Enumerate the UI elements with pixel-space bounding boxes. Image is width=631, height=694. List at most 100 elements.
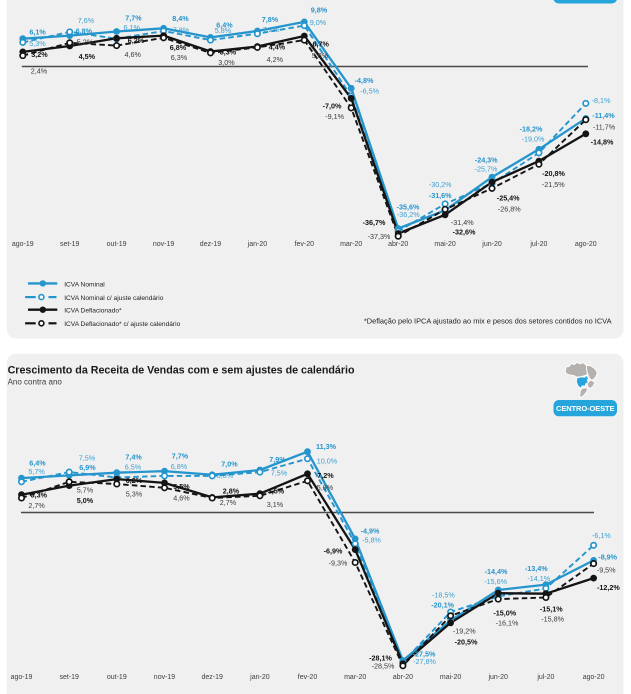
svg-text:4,6%: 4,6%: [125, 50, 142, 59]
svg-text:3,3%: 3,3%: [31, 491, 48, 500]
svg-text:-25,7%: -25,7%: [475, 165, 498, 174]
svg-text:-16,1%: -16,1%: [496, 619, 519, 628]
svg-text:-27,8%: -27,8%: [413, 657, 436, 666]
svg-text:mai-20: mai-20: [440, 674, 462, 681]
svg-text:Ano contra ano: Ano contra ano: [8, 377, 63, 386]
svg-text:dez-19: dez-19: [201, 674, 223, 681]
svg-text:out-19: out-19: [107, 241, 127, 248]
svg-text:-13,4%: -13,4%: [525, 564, 548, 573]
svg-text:-9,3%: -9,3%: [329, 559, 348, 568]
svg-text:7,7%: 7,7%: [125, 14, 142, 23]
svg-text:11,3%: 11,3%: [316, 442, 337, 451]
svg-text:5,8%: 5,8%: [312, 51, 329, 60]
svg-text:-19,0%: -19,0%: [522, 135, 545, 144]
svg-text:7,4%: 7,4%: [125, 453, 142, 462]
svg-text:5,7%: 5,7%: [77, 486, 94, 495]
svg-text:ago-19: ago-19: [11, 674, 33, 681]
svg-text:set-19: set-19: [60, 241, 80, 248]
svg-text:-20,8%: -20,8%: [542, 169, 565, 178]
svg-text:-15,0%: -15,0%: [493, 609, 516, 618]
svg-text:ICVA Deflacionado* c/ ajuste c: ICVA Deflacionado* c/ ajuste calendário: [64, 321, 180, 328]
svg-text:-20,5%: -20,5%: [455, 637, 478, 646]
svg-text:fev-20: fev-20: [298, 674, 318, 681]
svg-text:fev-20: fev-20: [295, 241, 315, 248]
svg-text:-35,6%: -35,6%: [397, 202, 420, 211]
svg-text:*Deflação pelo IPCA ajustado a: *Deflação pelo IPCA ajustado ao mix e pe…: [364, 317, 612, 326]
svg-text:5,5%: 5,5%: [173, 482, 190, 491]
svg-text:-37,3%: -37,3%: [368, 232, 391, 241]
svg-text:Crescimento da Receita de Vend: Crescimento da Receita de Vendas com e s…: [8, 365, 355, 377]
svg-text:ago-20: ago-20: [583, 674, 605, 681]
svg-text:-31,4%: -31,4%: [451, 218, 474, 227]
svg-text:-15,1%: -15,1%: [540, 605, 563, 614]
svg-text:9,8%: 9,8%: [311, 6, 328, 15]
svg-text:dez-19: dez-19: [200, 241, 222, 248]
svg-text:ICVA Nominal: ICVA Nominal: [64, 281, 105, 288]
svg-text:2,4%: 2,4%: [31, 66, 48, 75]
svg-text:7,5%: 7,5%: [79, 453, 96, 462]
svg-text:mar-20: mar-20: [340, 241, 362, 248]
svg-text:6,8%: 6,8%: [76, 26, 93, 35]
svg-text:3,5%: 3,5%: [268, 487, 285, 496]
svg-text:6,4%: 6,4%: [29, 459, 46, 468]
svg-text:-28,5%: -28,5%: [372, 661, 395, 670]
svg-text:3,0%: 3,0%: [218, 58, 235, 67]
svg-text:mai-20: mai-20: [434, 241, 456, 248]
svg-text:-14,1%: -14,1%: [527, 574, 550, 583]
svg-text:9,0%: 9,0%: [310, 18, 327, 27]
svg-text:-14,4%: -14,4%: [485, 567, 508, 576]
svg-text:-30,2%: -30,2%: [429, 180, 452, 189]
svg-text:jul-20: jul-20: [529, 241, 547, 248]
svg-text:2,7%: 2,7%: [28, 501, 45, 510]
svg-text:-18,2%: -18,2%: [520, 124, 543, 133]
svg-text:-6,5%: -6,5%: [360, 87, 379, 96]
svg-text:abr-20: abr-20: [393, 674, 413, 681]
svg-text:6,9%: 6,9%: [79, 463, 96, 472]
svg-text:jan-20: jan-20: [247, 241, 268, 248]
svg-text:7,2%: 7,2%: [263, 25, 280, 34]
svg-text:-25,4%: -25,4%: [497, 193, 520, 202]
svg-text:-19,2%: -19,2%: [453, 626, 476, 635]
svg-text:-31,6%: -31,6%: [429, 191, 452, 200]
svg-text:4,6%: 4,6%: [173, 493, 190, 502]
svg-text:7,6%: 7,6%: [78, 16, 95, 25]
svg-text:ago-19: ago-19: [12, 241, 34, 248]
svg-text:-11,7%: -11,7%: [593, 123, 616, 132]
svg-text:10,0%: 10,0%: [317, 457, 338, 466]
svg-text:jul-20: jul-20: [536, 674, 554, 681]
svg-text:3,1%: 3,1%: [267, 500, 284, 509]
svg-text:2,7%: 2,7%: [220, 498, 237, 507]
svg-text:-4,9%: -4,9%: [361, 527, 380, 536]
svg-text:6,8%: 6,8%: [170, 43, 187, 52]
svg-text:ago-20: ago-20: [575, 241, 597, 248]
svg-text:-9,5%: -9,5%: [597, 566, 616, 575]
svg-text:5,9%: 5,9%: [317, 483, 334, 492]
svg-text:mar-20: mar-20: [344, 674, 366, 681]
svg-text:-11,4%: -11,4%: [592, 111, 615, 120]
svg-text:5,3%: 5,3%: [126, 490, 143, 499]
svg-text:-27,5%: -27,5%: [413, 649, 436, 658]
svg-text:7,2%: 7,2%: [317, 471, 334, 480]
svg-text:6,8%: 6,8%: [171, 462, 188, 471]
svg-text:6,3%: 6,3%: [171, 53, 188, 62]
svg-text:7,9%: 7,9%: [269, 455, 286, 464]
svg-text:nov-19: nov-19: [153, 241, 175, 248]
svg-text:-36,7%: -36,7%: [363, 218, 386, 227]
svg-text:3,3%: 3,3%: [220, 48, 237, 57]
svg-text:ICVA Nominal c/ ajuste calendá: ICVA Nominal c/ ajuste calendário: [64, 295, 164, 302]
svg-text:2,8%: 2,8%: [223, 487, 240, 496]
svg-text:6,5%: 6,5%: [125, 463, 142, 472]
svg-text:abr-20: abr-20: [388, 241, 408, 248]
svg-text:-4,8%: -4,8%: [355, 76, 374, 85]
svg-text:jun-20: jun-20: [481, 241, 502, 248]
svg-text:6,7%: 6,7%: [313, 40, 330, 49]
svg-text:4,2%: 4,2%: [267, 55, 284, 64]
svg-text:5,7%: 5,7%: [28, 467, 45, 476]
svg-text:-14,8%: -14,8%: [591, 138, 614, 147]
svg-text:6,2%: 6,2%: [128, 36, 145, 45]
svg-text:jan-20: jan-20: [249, 674, 270, 681]
svg-text:3,2%: 3,2%: [31, 50, 48, 59]
svg-text:7,0%: 7,0%: [221, 459, 238, 468]
svg-text:CENTRO-OESTE: CENTRO-OESTE: [556, 404, 614, 413]
svg-text:ICVA Deflacionado*: ICVA Deflacionado*: [64, 308, 122, 315]
